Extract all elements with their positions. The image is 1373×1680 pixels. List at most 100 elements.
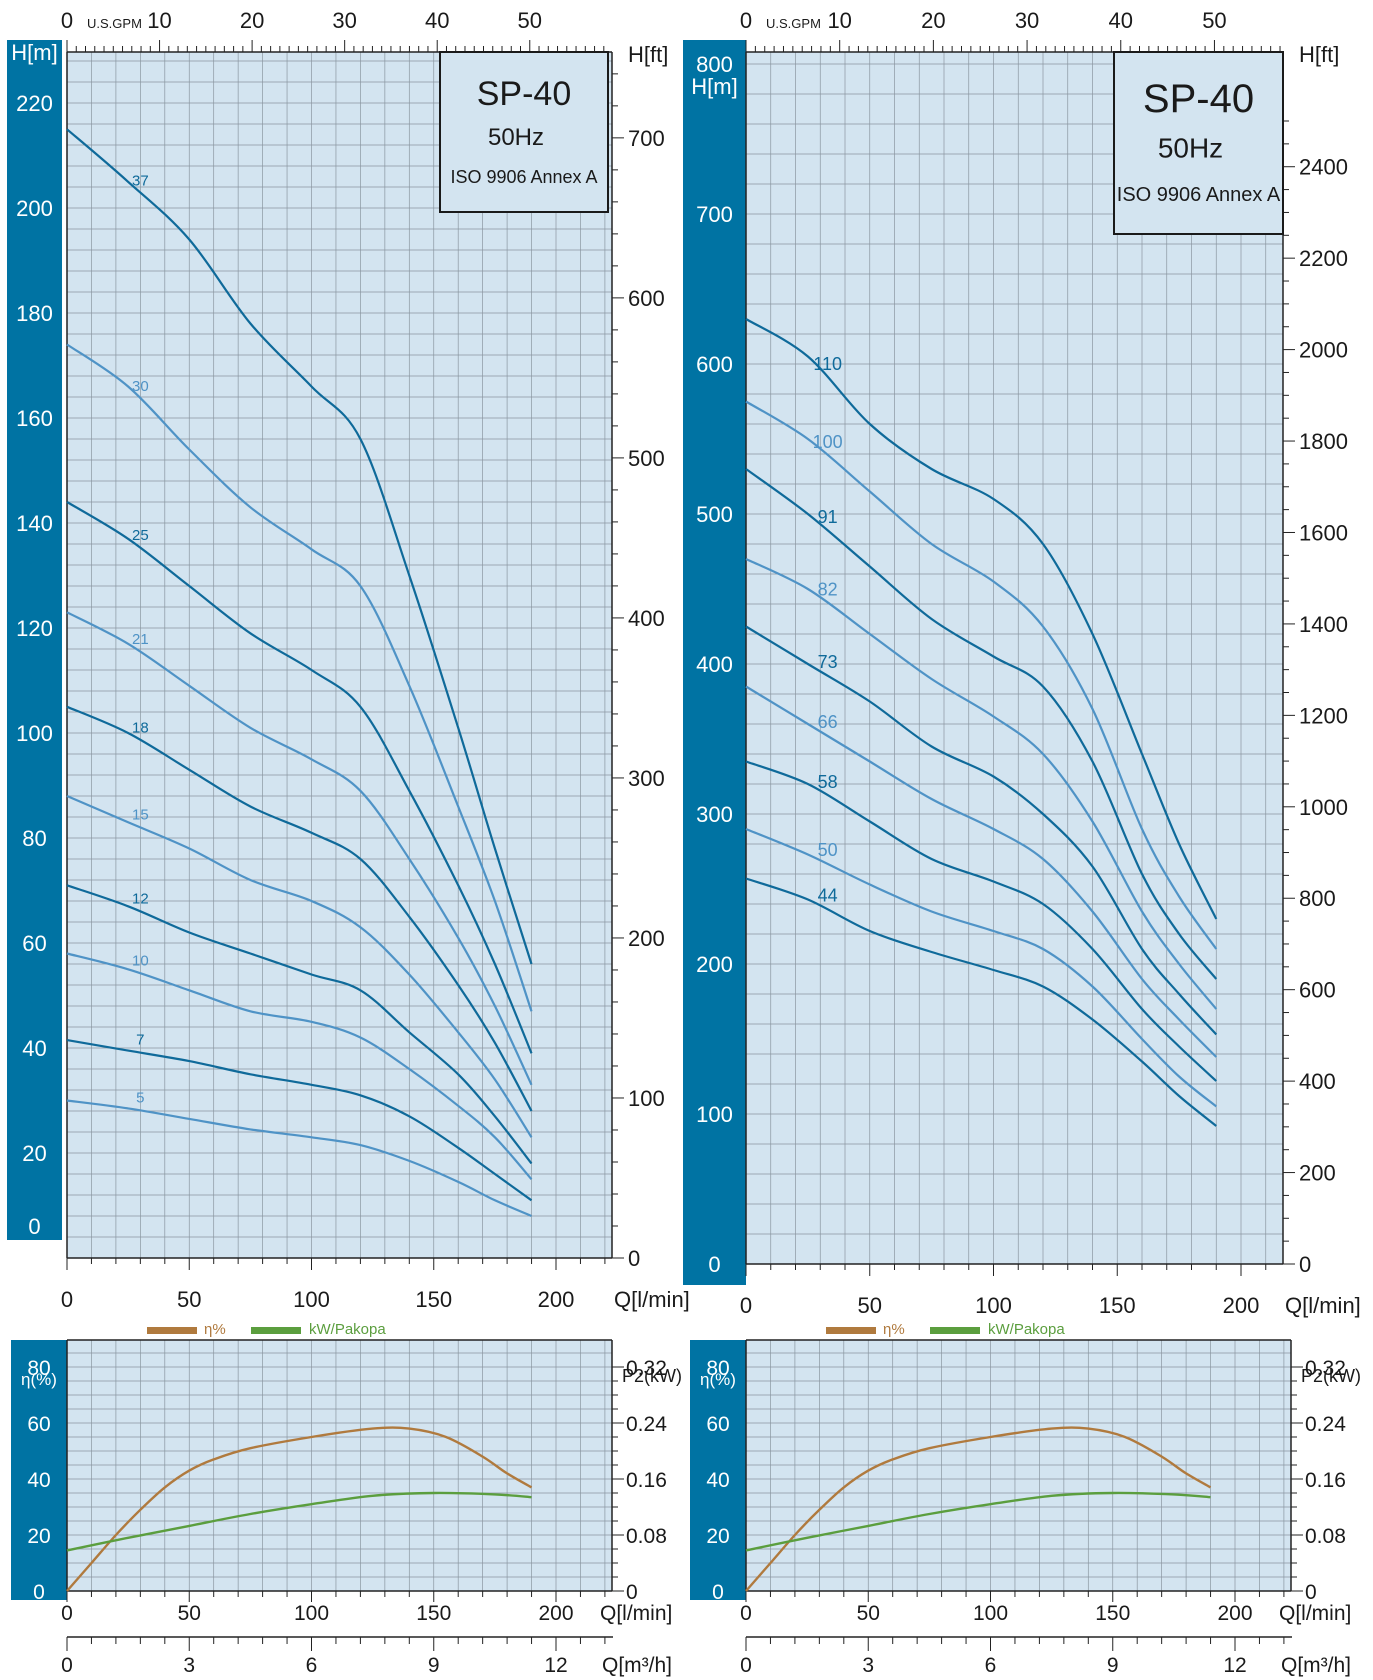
curve-label-stage: 7 <box>136 1032 144 1049</box>
curve-label-stage: 100 <box>813 432 843 452</box>
legend-label-eta: η% <box>204 1321 226 1338</box>
x-tick-label: 100 <box>973 1602 1008 1625</box>
legend-label-kw: kW/Pakopa <box>988 1321 1065 1338</box>
y-axis-band <box>690 1340 746 1600</box>
m3h-tick-label: 0 <box>61 1654 73 1677</box>
gpm-tick-label: 0 <box>740 8 752 33</box>
y-tick-label-ft: 0 <box>1299 1252 1311 1277</box>
y-tick-label-ft: 400 <box>1299 1069 1336 1094</box>
curve-label-stage: 21 <box>132 631 149 648</box>
curve-label-stage: 91 <box>818 507 838 527</box>
y-tick-label-m: 200 <box>16 196 53 221</box>
y-tick-label-m: 300 <box>696 802 733 827</box>
curve-label-stage: 66 <box>818 712 838 732</box>
eta-tick-label: 0 <box>33 1581 45 1604</box>
x-tick-label: 0 <box>740 1293 752 1318</box>
kw-tick-label: 0.24 <box>1305 1413 1346 1436</box>
efficiency-chart-right: η% kW/Pakopa020406080η(%)00.080.160.240.3… <box>690 1321 1361 1677</box>
curve-label-stage: 110 <box>813 354 842 374</box>
y-tick-label-m: 60 <box>22 931 46 956</box>
y-unit-label-ft: H[ft] <box>1299 42 1339 67</box>
y-unit-label-m: H[m] <box>691 74 737 99</box>
chart-standard: ISO 9906 Annex A <box>450 167 597 187</box>
curve-label-stage: 37 <box>132 172 149 189</box>
eta-tick-label: 20 <box>27 1525 50 1548</box>
y-tick-label-ft: 1600 <box>1299 520 1348 545</box>
x-tick-label: 50 <box>177 1287 201 1312</box>
curve-stage-66 <box>745 685 1218 1058</box>
y-tick-label-m: 20 <box>22 1141 46 1166</box>
curve-stage-91 <box>745 468 1218 980</box>
curve-stage-73 <box>745 625 1218 1036</box>
gpm-unit-label: U.S.GPM <box>766 16 821 31</box>
eta-tick-label: 80 <box>27 1357 50 1380</box>
curve-label-stage: 25 <box>132 527 149 544</box>
gpm-tick-label: 30 <box>332 8 356 33</box>
curve-label-stage: 12 <box>132 891 149 908</box>
y-tick-label-ft: 0 <box>628 1246 640 1271</box>
title-box <box>1113 51 1284 235</box>
curve-stage-25 <box>66 501 533 1054</box>
kw-tick-label: 0.16 <box>1305 1469 1346 1492</box>
gpm-unit-label: U.S.GPM <box>87 16 142 31</box>
curve-label-stage: 30 <box>132 378 149 395</box>
y-tick-label-m: 80 <box>22 826 46 851</box>
x-tick-label: 50 <box>178 1602 201 1625</box>
efficiency-chart-left: η% kW/Pakopa020406080η(%)00.080.160.240.3… <box>11 1321 682 1677</box>
legend-label-kw: kW/Pakopa <box>309 1321 386 1338</box>
title-box <box>439 51 609 213</box>
m3h-tick-label: 3 <box>862 1654 874 1677</box>
m3h-unit-label: Q[m³/h] <box>1281 1654 1351 1677</box>
x-unit-label: Q[l/min] <box>600 1602 672 1625</box>
gpm-tick-label: 10 <box>147 8 171 33</box>
x-tick-label: 0 <box>740 1602 752 1625</box>
y-tick-label-ft: 2400 <box>1299 155 1348 180</box>
y-tick-label-m: 500 <box>696 502 733 527</box>
x-tick-label: 200 <box>1217 1602 1252 1625</box>
x-tick-label: 200 <box>1223 1293 1260 1318</box>
y-axis-band <box>683 40 746 1285</box>
curve-label-stage: 73 <box>818 652 838 672</box>
eta-tick-label: 40 <box>706 1469 729 1492</box>
legend-swatch-eta <box>826 1327 876 1334</box>
m3h-tick-label: 6 <box>306 1654 318 1677</box>
kw-tick-label: 0.08 <box>626 1525 667 1548</box>
curve-label-stage: 5 <box>136 1089 144 1106</box>
plot-area <box>67 1340 612 1591</box>
y-tick-label-ft: 1200 <box>1299 703 1348 728</box>
y-tick-label-m: 140 <box>16 511 53 536</box>
chart-title: SP-40 <box>1143 77 1254 121</box>
curve-stage-12 <box>66 884 533 1165</box>
curve-stage-15 <box>66 794 533 1138</box>
gpm-tick-label: 20 <box>240 8 264 33</box>
gpm-tick-label: 50 <box>1202 8 1226 33</box>
x-tick-label: 50 <box>857 1602 880 1625</box>
m3h-tick-label: 3 <box>183 1654 195 1677</box>
chart-frequency: 50Hz <box>1158 133 1223 164</box>
plot-area <box>746 1340 1291 1591</box>
curve-label-stage: 50 <box>818 840 838 860</box>
legend-swatch-kw <box>251 1327 301 1334</box>
plot-area <box>746 52 1283 1264</box>
curve-stage-110 <box>745 318 1218 920</box>
y-tick-label-m: 0 <box>708 1252 720 1277</box>
y-tick-label-m: 600 <box>696 352 733 377</box>
eta-unit-label: η(%) <box>21 1370 57 1389</box>
y-tick-label-m: 40 <box>22 1036 46 1061</box>
x-unit-label: Q[l/min] <box>1279 1602 1351 1625</box>
y-tick-label-m: 200 <box>696 952 733 977</box>
curve-kw <box>745 1491 1211 1552</box>
eta-tick-label: 0 <box>712 1581 724 1604</box>
chart-standard: ISO 9906 Annex A <box>1117 184 1281 206</box>
curve-stage-82 <box>745 558 1218 1010</box>
y-tick-label-m: 220 <box>16 91 53 116</box>
m3h-unit-label: Q[m³/h] <box>602 1654 672 1677</box>
gpm-tick-label: 20 <box>921 8 945 33</box>
curve-label-stage: 58 <box>818 772 838 792</box>
y-tick-label-m: 0 <box>28 1214 40 1239</box>
curve-stage-21 <box>66 611 533 1086</box>
x-tick-label: 150 <box>1095 1602 1130 1625</box>
y-tick-label-ft: 600 <box>1299 978 1336 1003</box>
curve-label-stage: 15 <box>132 807 149 824</box>
